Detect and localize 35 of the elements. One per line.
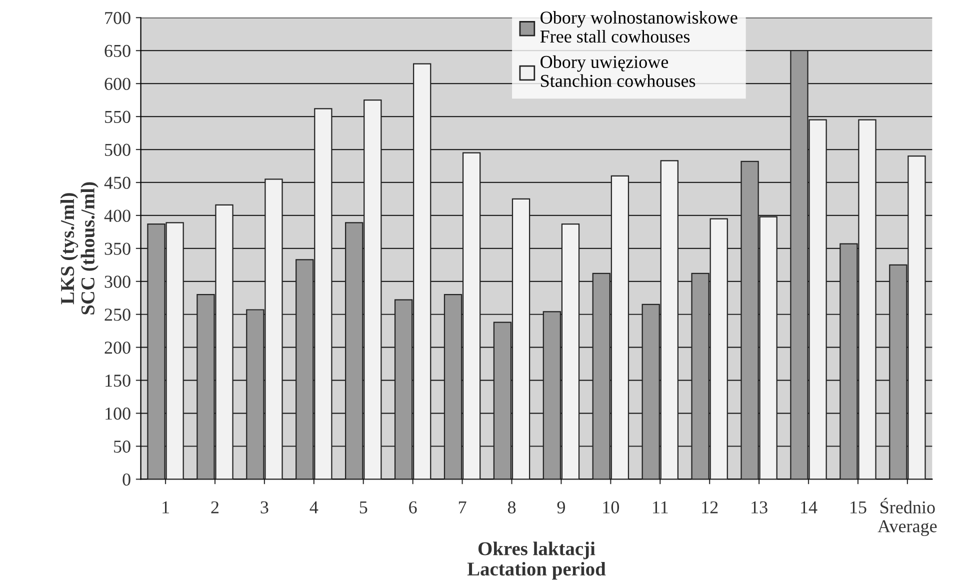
x-tick-label: 6 <box>409 501 417 514</box>
y-axis-title: LKS (tys./ml) SCC (thous./ml) <box>60 182 98 314</box>
legend-label: Obory wolnostanowiskowe Free stall cowhouses <box>540 11 738 43</box>
y-tick-label: 700 <box>105 12 130 24</box>
y-tick-label: 50 <box>114 440 130 453</box>
y-tick-label: 300 <box>104 276 130 288</box>
y-tick-label: 500 <box>105 144 130 156</box>
y-tick-label: 550 <box>105 110 130 123</box>
y-tick-label: 650 <box>104 44 130 58</box>
x-tick-label: Średnio Average <box>878 498 937 536</box>
x-tick-label: 15 <box>850 501 866 514</box>
y-tick-label: 0 <box>122 473 130 486</box>
x-axis-title: Okres laktacji Lactation period <box>467 542 606 580</box>
x-tick-label: 5 <box>360 501 368 514</box>
x-tick-label: 8 <box>508 501 516 514</box>
x-tick-label: 12 <box>702 501 718 514</box>
y-tick-label: 400 <box>104 210 130 222</box>
x-tick-label: 13 <box>752 501 768 514</box>
y-tick-label: 100 <box>106 408 130 420</box>
y-tick-label: 150 <box>106 374 130 387</box>
x-tick-label: 9 <box>557 501 565 514</box>
x-tick-label: 14 <box>801 501 818 514</box>
x-tick-label: 11 <box>653 501 668 514</box>
x-tick-label: 1 <box>162 501 169 514</box>
y-tick-label: 200 <box>104 342 130 354</box>
x-tick-label: 4 <box>310 501 318 514</box>
y-tick-label: 350 <box>104 242 130 255</box>
x-tick-label: 3 <box>260 501 268 514</box>
x-tick-label: 10 <box>603 501 620 514</box>
y-tick-label: 250 <box>104 308 130 321</box>
x-tick-label: 7 <box>458 501 466 514</box>
x-tick-label: 2 <box>211 501 219 514</box>
y-tick-label: 450 <box>104 176 130 189</box>
legend-label: Obory uwięziowe Stanchion cowhouses <box>540 55 696 87</box>
y-tick-label: 600 <box>104 78 130 90</box>
